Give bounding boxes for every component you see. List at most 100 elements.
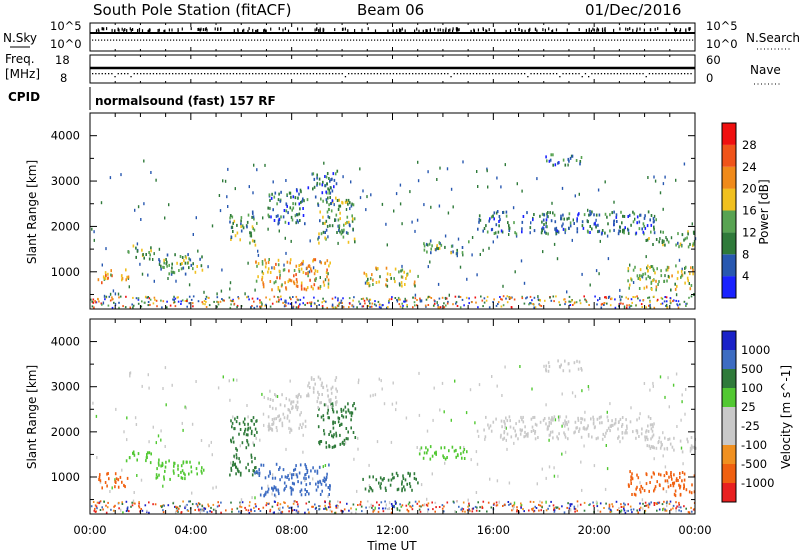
scatter-cell <box>143 159 145 163</box>
nave-point <box>476 73 478 75</box>
echo-cell <box>332 422 334 426</box>
scatter-cell <box>665 304 667 307</box>
echo-cell <box>163 477 165 481</box>
echo-cell <box>105 274 107 278</box>
nsky-point <box>470 29 472 33</box>
scatter-cell <box>447 300 449 303</box>
scatter-cell <box>240 506 243 509</box>
echo-cell <box>492 420 495 424</box>
scatter-cell <box>257 253 260 257</box>
scatter-cell <box>483 301 486 304</box>
scatter-cell <box>641 275 644 279</box>
scatter-cell <box>652 384 654 388</box>
scatter-cell <box>94 300 96 302</box>
nsky-point <box>426 29 428 33</box>
scatter-cell <box>100 201 103 205</box>
echo-cell <box>652 217 655 221</box>
scatter-cell <box>676 303 678 306</box>
scatter-cell <box>445 304 447 307</box>
echo-cell <box>290 492 293 496</box>
scatter-cell <box>532 510 535 513</box>
echo-cell <box>275 417 277 421</box>
scatter-cell <box>675 509 677 513</box>
echo-cell <box>232 440 235 444</box>
echo-cell <box>235 420 238 424</box>
scatter-cell <box>258 508 260 510</box>
echo-cell <box>489 424 492 428</box>
scatter-cell <box>642 299 645 301</box>
echo-cell <box>344 222 347 225</box>
echo-cell <box>348 220 350 224</box>
echo-cell <box>409 485 412 489</box>
echo-cell <box>690 447 693 451</box>
echo-cell <box>345 415 347 419</box>
nsearch-point <box>212 39 214 41</box>
scatter-cell <box>210 511 213 513</box>
scatter-cell <box>418 505 421 508</box>
scatter-cell <box>605 444 607 447</box>
scatter-cell <box>439 166 441 170</box>
scatter-cell <box>205 295 208 298</box>
nave-point <box>620 73 622 75</box>
echo-cell <box>300 263 302 267</box>
echo-cell <box>593 213 595 217</box>
echo-cell <box>254 456 256 460</box>
scatter-cell <box>197 300 200 303</box>
scatter-cell <box>394 297 397 299</box>
scatter-cell <box>138 502 140 505</box>
scatter-cell <box>147 373 149 377</box>
echo-cell <box>351 219 354 223</box>
scatter-cell <box>279 289 281 293</box>
echo-cell <box>632 430 634 434</box>
scatter-cell <box>425 503 428 506</box>
echo-cell <box>201 255 203 259</box>
scatter-cell <box>406 508 409 511</box>
echo-cell <box>262 285 265 289</box>
scatter-cell <box>279 503 282 506</box>
echo-cell <box>635 429 638 433</box>
scatter-cell <box>537 295 539 299</box>
echo-cell <box>436 246 438 250</box>
echo-cell <box>125 268 127 272</box>
echo-cell <box>656 267 658 271</box>
echo-cell <box>549 430 552 434</box>
echo-cell <box>179 255 182 258</box>
echo-cell <box>325 441 327 445</box>
echo-cell <box>666 238 668 242</box>
scatter-cell <box>129 371 132 375</box>
echo-cell <box>648 489 650 493</box>
scatter-cell <box>675 372 678 376</box>
scatter-cell <box>509 296 511 299</box>
nsky-point <box>242 29 244 33</box>
echo-cell <box>189 258 192 262</box>
echo-cell <box>429 457 432 461</box>
echo-cell <box>680 274 683 278</box>
echo-cell <box>229 216 231 220</box>
echo-cell <box>301 199 303 203</box>
echo-cell <box>459 446 462 450</box>
scatter-cell <box>285 397 287 401</box>
scatter-cell <box>273 295 276 298</box>
echo-cell <box>318 407 320 411</box>
echo-cell <box>258 468 260 472</box>
scatter-cell <box>216 505 219 508</box>
scatter-cell <box>649 303 651 307</box>
scatter-cell <box>588 504 590 506</box>
scatter-cell <box>269 389 271 393</box>
echo-cell <box>543 417 546 420</box>
nsearch-point <box>554 39 556 41</box>
nave-point <box>527 76 529 78</box>
scatter-cell <box>118 306 120 309</box>
scatter-cell <box>482 305 484 308</box>
echo-cell <box>261 260 264 263</box>
nave-point <box>504 73 507 75</box>
echo-cell <box>233 219 236 223</box>
echo-cell <box>322 199 324 203</box>
echo-cell <box>632 268 635 272</box>
echo-cell <box>345 198 348 202</box>
scatter-cell <box>531 299 533 302</box>
echo-cell <box>286 476 288 479</box>
scatter-cell <box>293 509 296 511</box>
echo-cell <box>522 215 525 218</box>
scatter-cell <box>128 510 130 513</box>
